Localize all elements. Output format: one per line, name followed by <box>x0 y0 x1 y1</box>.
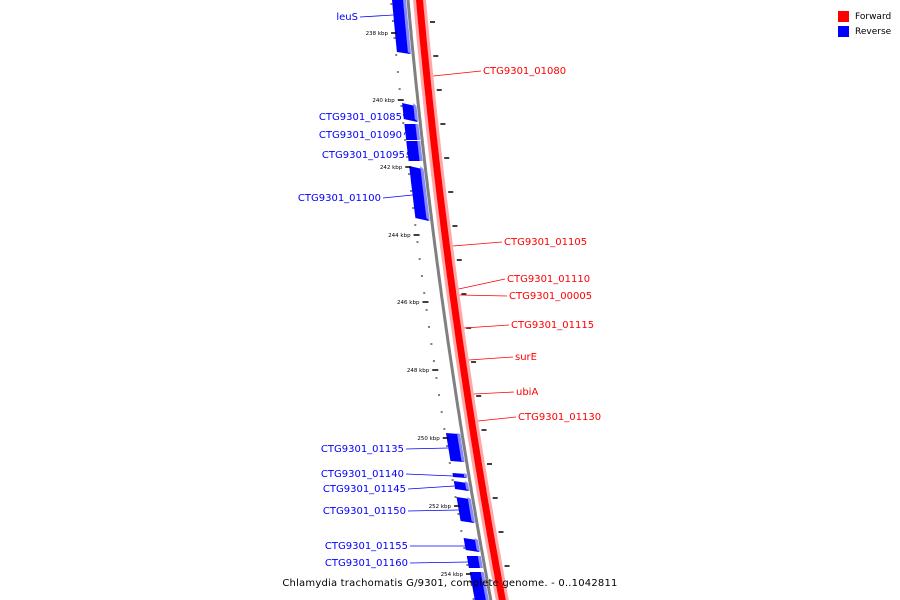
reverse-gene-leader <box>402 113 405 118</box>
reverse-gene-block[interactable] <box>404 124 420 140</box>
reverse-gene-highlight <box>413 103 419 122</box>
reverse-gene-highlight <box>474 538 481 552</box>
reverse-gene-label[interactable]: CTG9301_01150 <box>323 506 406 517</box>
legend-label-reverse: Reverse <box>855 26 892 37</box>
reverse-gene-leader <box>382 194 413 199</box>
reverse-gene-label[interactable]: leuS <box>336 12 358 23</box>
reverse-gene-highlight <box>463 473 468 478</box>
forward-gene-label[interactable]: CTG9301_01105 <box>504 237 587 248</box>
forward-gene-label[interactable]: ubiA <box>516 387 538 398</box>
reverse-gene-label[interactable]: CTG9301_01145 <box>323 484 406 495</box>
forward-gene-label[interactable]: CTG9301_01130 <box>518 412 601 423</box>
forward-gene-leader <box>468 356 514 361</box>
reverse-gene-leader <box>406 151 408 156</box>
forward-gene-label[interactable]: surE <box>515 352 537 363</box>
tick-label: 254 kbp <box>441 572 464 578</box>
reverse-gene-label[interactable]: CTG9301_01140 <box>321 469 404 480</box>
reverse-gene-leader <box>405 473 453 477</box>
backbone-line <box>406 0 493 600</box>
genome-title: Chlamydia trachomatis G/9301, complete g… <box>282 578 618 589</box>
reverse-swatch <box>838 26 849 37</box>
forward-gene-leader <box>473 391 515 395</box>
reverse-gene-label[interactable]: CTG9301_01095 <box>322 150 405 161</box>
forward-swatch <box>838 11 849 22</box>
reverse-gene-highlight <box>467 497 475 523</box>
reverse-gene-highlight <box>477 556 483 568</box>
forward-gene-band <box>413 0 509 600</box>
reverse-gene-highlight <box>403 0 412 54</box>
forward-band-core <box>416 0 506 600</box>
reverse-gene-label[interactable]: CTG9301_01085 <box>319 112 402 123</box>
forward-gene-leader <box>433 70 482 77</box>
reverse-gene-leader <box>407 485 455 490</box>
legend: Forward Reverse <box>838 9 891 39</box>
genome-backbone <box>406 0 493 600</box>
reverse-gene-block[interactable] <box>406 141 422 161</box>
forward-gene-leader <box>459 294 508 297</box>
reverse-gene-block[interactable] <box>453 481 469 491</box>
tick-label: 248 kbp <box>407 368 430 374</box>
reverse-gene-highlight <box>457 433 465 462</box>
reverse-gene-leader <box>359 14 394 18</box>
reverse-gene-leader <box>407 509 459 512</box>
reverse-gene-highlight <box>464 481 470 491</box>
reverse-gene-label[interactable]: CTG9301_01160 <box>325 558 408 569</box>
forward-gene-leader <box>478 416 517 422</box>
forward-gene-leader <box>458 278 506 290</box>
legend-item-reverse[interactable]: Reverse <box>838 24 891 39</box>
reverse-gene-highlight <box>417 141 423 161</box>
tick-label: 244 kbp <box>388 233 411 239</box>
tick-label: 238 kbp <box>366 31 389 37</box>
reverse-gene-label[interactable]: CTG9301_01135 <box>321 444 404 455</box>
gene-labels: CTG9301_01080 CTG9301_01105 CTG9301_01110 C… <box>298 12 601 569</box>
tick-label: 250 kbp <box>417 436 440 442</box>
tick-label: 240 kbp <box>372 98 395 104</box>
tick-label: 252 kbp <box>429 504 452 510</box>
tick-label: 246 kbp <box>397 300 420 306</box>
reverse-gene-highlight <box>480 572 489 600</box>
forward-gene-label[interactable]: CTG9301_01115 <box>511 320 594 331</box>
reverse-gene-label[interactable]: CTG9301_01090 <box>319 130 402 141</box>
scale-ticks: 238 kbp 240 kbp 242 kbp 244 kbp 246 kbp 248 k… <box>366 3 510 600</box>
reverse-gene-label[interactable]: CTG9301_01100 <box>298 193 381 204</box>
reverse-gene-highlight <box>420 166 430 221</box>
reverse-gene-block[interactable] <box>452 473 467 478</box>
forward-gene-leader <box>464 324 510 329</box>
reverse-gene-block[interactable] <box>466 556 482 568</box>
forward-gene-label[interactable]: CTG9301_00005 <box>509 291 592 302</box>
reverse-gene-leader <box>409 561 468 564</box>
reverse-gene-block[interactable] <box>402 103 418 122</box>
forward-gene-leader <box>452 241 503 247</box>
reverse-gene-leader <box>405 447 449 450</box>
legend-item-forward[interactable]: Forward <box>838 9 891 24</box>
reverse-gene-block[interactable] <box>409 166 429 221</box>
reverse-gene-bands <box>392 0 489 600</box>
legend-label-forward: Forward <box>855 11 892 22</box>
forward-gene-label[interactable]: CTG9301_01080 <box>483 66 566 77</box>
reverse-gene-label[interactable]: CTG9301_01155 <box>325 541 408 552</box>
reverse-gene-leader <box>403 131 406 136</box>
forward-gene-label[interactable]: CTG9301_01110 <box>507 274 590 285</box>
reverse-gene-highlight <box>415 124 421 140</box>
tick-label: 242 kbp <box>380 165 403 171</box>
